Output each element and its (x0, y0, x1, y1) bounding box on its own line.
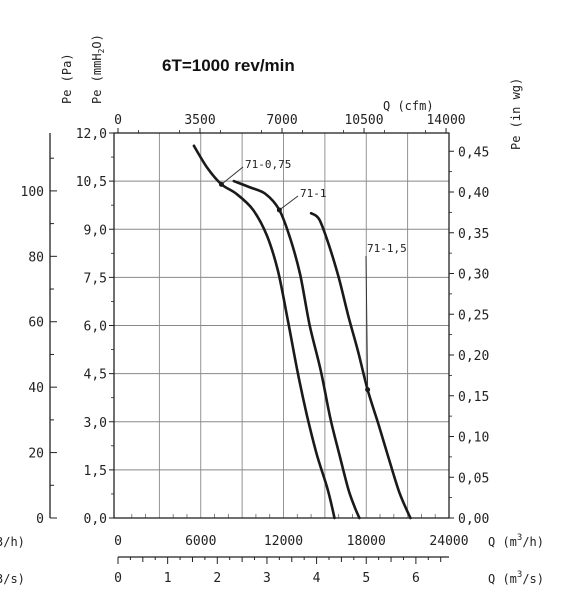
mmh2o-tick-label: 0,0 (84, 512, 107, 527)
m3s-tick-label: 4 (313, 571, 321, 586)
mmh2o-tick-label: 4,5 (84, 368, 107, 383)
pa-tick-label: 80 (28, 250, 44, 265)
inwg-tick-label: 0,10 (458, 431, 489, 446)
series-label-71-15: 71-1,5 (367, 242, 407, 255)
cfm-tick-label: 10500 (344, 113, 383, 128)
axes: 0,01,53,04,56,07,59,010,512,002040608010… (21, 113, 490, 586)
cfm-tick-label: 3500 (184, 113, 215, 128)
pa-tick-label: 0 (36, 512, 44, 527)
m3s-tick-label: 6 (412, 571, 420, 586)
inwg-tick-label: 0,45 (458, 145, 489, 160)
m3s-axis-title-left-partial: 3/s) (0, 572, 25, 586)
mmh2o-tick-label: 9,0 (84, 223, 107, 238)
inwg-tick-label: 0,40 (458, 186, 489, 201)
series-leader-line (279, 195, 299, 211)
curves: 71-0,75 71-1 71-1,5 (192, 144, 412, 520)
grid (114, 133, 449, 518)
inwg-tick-label: 0,35 (458, 227, 489, 242)
m3h-tick-label: 0 (114, 534, 122, 549)
cfm-axis-title: Q (cfm) (383, 99, 434, 113)
series-leader-line (365, 255, 369, 390)
cfm-tick-label: 14000 (426, 113, 465, 128)
pa-axis-title: Pe (Pa) (60, 53, 74, 104)
series-leader-dot (276, 207, 282, 213)
m3s-tick-label: 1 (164, 571, 172, 586)
series-leader-line (221, 166, 244, 185)
pa-tick-label: 40 (28, 381, 44, 396)
series-label-71-1: 71-1 (300, 187, 327, 200)
inwg-axis-title: Pe (in wg) (509, 78, 523, 150)
mmh2o-tick-label: 1,5 (84, 464, 107, 479)
m3h-axis-title-left-partial: 3/h) (0, 535, 25, 549)
mmh2o-tick-label: 6,0 (84, 320, 107, 335)
mmh2o-axis-title: Pe (mmH2O) (90, 34, 106, 104)
m3s-tick-label: 3 (263, 571, 271, 586)
pa-tick-label: 20 (28, 447, 44, 462)
m3h-tick-label: 24000 (429, 534, 468, 549)
mmh2o-tick-label: 7,5 (84, 271, 107, 286)
pa-tick-label: 100 (21, 185, 44, 200)
inwg-tick-label: 0,15 (458, 390, 489, 405)
m3h-tick-label: 12000 (264, 534, 303, 549)
inwg-tick-label: 0,25 (458, 308, 489, 323)
cfm-tick-label: 0 (114, 113, 122, 128)
m3h-tick-label: 18000 (347, 534, 386, 549)
m3s-tick-label: 5 (362, 571, 370, 586)
series-label-71-075: 71-0,75 (245, 158, 291, 171)
inwg-tick-label: 0,30 (458, 268, 489, 283)
series-leader-dot (218, 181, 224, 187)
chart-title: 6T=1000 rev/min (162, 56, 295, 75)
m3h-tick-label: 6000 (185, 534, 216, 549)
cfm-tick-label: 7000 (266, 113, 297, 128)
pa-tick-label: 60 (28, 316, 44, 331)
curve-71-15 (309, 211, 412, 520)
m3h-axis-title: Q (m3/h) (488, 533, 544, 549)
inwg-tick-label: 0,05 (458, 471, 489, 486)
inwg-tick-label: 0,00 (458, 512, 489, 527)
m3s-tick-label: 2 (213, 571, 221, 586)
m3s-tick-label: 0 (114, 571, 122, 586)
m3s-axis-title: Q (m3/s) (488, 570, 544, 586)
mmh2o-tick-label: 10,5 (76, 175, 107, 190)
mmh2o-tick-label: 3,0 (84, 416, 107, 431)
series-leader-dot (365, 387, 371, 393)
inwg-tick-label: 0,20 (458, 349, 489, 364)
mmh2o-tick-label: 12,0 (76, 127, 107, 142)
curve-71-1 (232, 179, 361, 520)
curve-71-075 (192, 144, 336, 520)
